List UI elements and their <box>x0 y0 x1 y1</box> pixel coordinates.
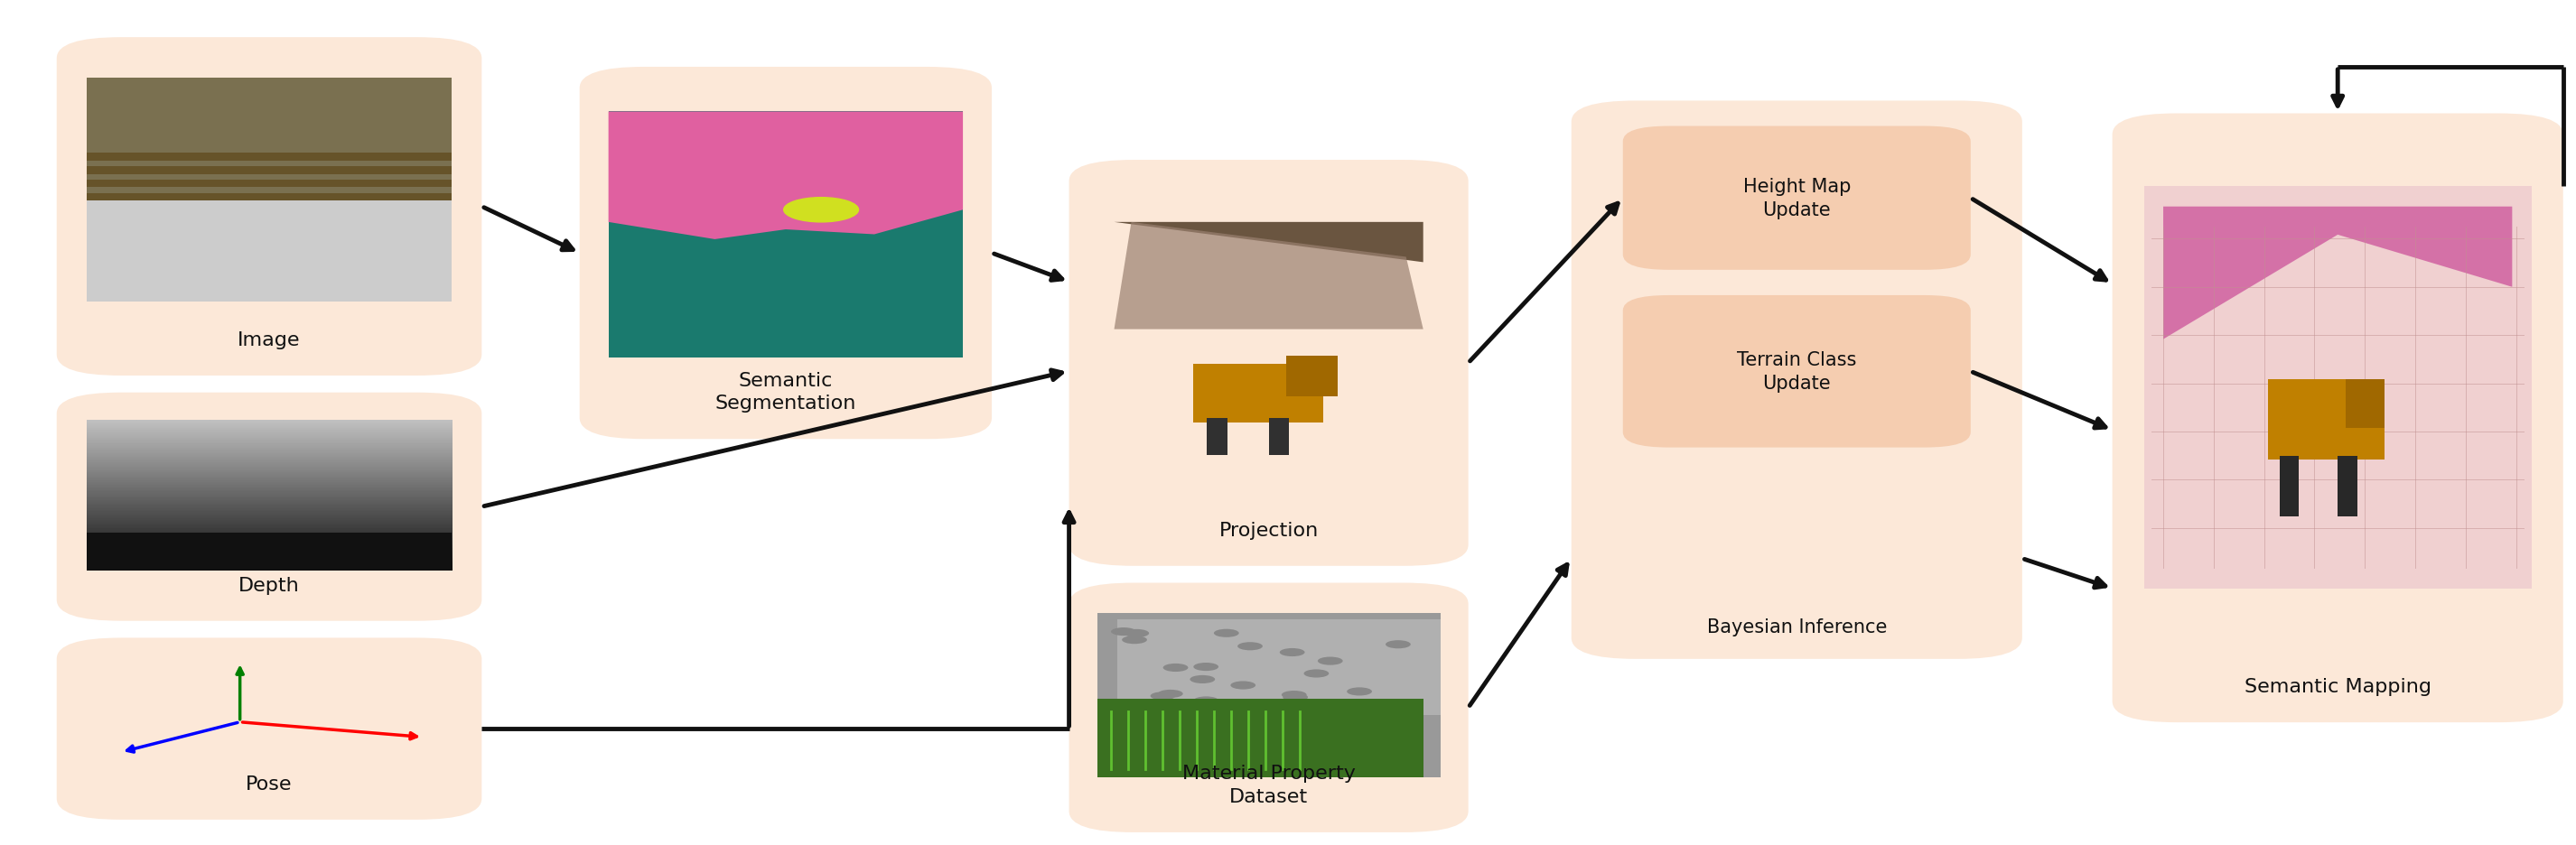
Circle shape <box>1347 688 1373 695</box>
Bar <box>1208 418 1229 455</box>
Bar <box>2280 456 2298 516</box>
Bar <box>88 166 451 175</box>
Text: Image: Image <box>237 331 301 349</box>
Bar <box>1118 619 1440 715</box>
FancyBboxPatch shape <box>1623 127 1971 270</box>
Circle shape <box>1278 701 1303 709</box>
Bar <box>2143 187 2532 589</box>
Circle shape <box>1236 642 1262 651</box>
Bar <box>88 79 451 302</box>
Bar <box>2339 456 2357 516</box>
Polygon shape <box>1115 222 1422 263</box>
Text: Bayesian Inference: Bayesian Inference <box>1708 618 1886 635</box>
Circle shape <box>1193 696 1218 705</box>
Circle shape <box>1193 662 1218 671</box>
Circle shape <box>1123 636 1146 644</box>
Text: Terrain Class
Update: Terrain Class Update <box>1736 351 1857 393</box>
Circle shape <box>1386 641 1412 649</box>
Circle shape <box>1123 630 1149 638</box>
Text: Projection: Projection <box>1218 521 1319 539</box>
FancyBboxPatch shape <box>57 38 482 376</box>
Bar <box>88 153 451 161</box>
Bar <box>88 194 451 201</box>
Bar <box>2267 379 2385 461</box>
Circle shape <box>1157 690 1182 698</box>
Circle shape <box>1151 692 1175 701</box>
Text: Material Property
Dataset: Material Property Dataset <box>1182 764 1355 805</box>
Circle shape <box>1280 691 1306 699</box>
Circle shape <box>1110 628 1136 636</box>
Bar <box>1097 699 1422 777</box>
Text: Depth: Depth <box>240 576 299 594</box>
Bar <box>88 180 451 188</box>
Polygon shape <box>1115 222 1422 330</box>
Circle shape <box>1319 657 1342 665</box>
Bar <box>1285 357 1337 396</box>
FancyBboxPatch shape <box>1069 161 1468 566</box>
Circle shape <box>1280 648 1306 657</box>
Bar <box>88 201 451 302</box>
Circle shape <box>783 198 858 222</box>
Text: Height Map
Update: Height Map Update <box>1744 177 1850 220</box>
Circle shape <box>1190 675 1216 684</box>
Polygon shape <box>2164 207 2512 340</box>
Circle shape <box>1303 669 1329 678</box>
Bar <box>1097 613 1440 777</box>
Bar <box>1267 418 1288 455</box>
FancyBboxPatch shape <box>57 638 482 820</box>
FancyBboxPatch shape <box>57 393 482 621</box>
FancyBboxPatch shape <box>1069 583 1468 832</box>
Bar <box>608 112 963 357</box>
Text: Semantic
Segmentation: Semantic Segmentation <box>716 371 855 412</box>
Text: Pose: Pose <box>245 775 294 793</box>
FancyBboxPatch shape <box>580 68 992 439</box>
Bar <box>88 533 451 571</box>
Polygon shape <box>608 112 963 240</box>
FancyBboxPatch shape <box>1623 296 1971 448</box>
Circle shape <box>1283 693 1309 701</box>
Bar <box>2347 379 2385 428</box>
FancyBboxPatch shape <box>1571 101 2022 659</box>
Text: Semantic Mapping: Semantic Mapping <box>2244 678 2432 695</box>
Circle shape <box>1213 630 1239 637</box>
Bar <box>1193 364 1324 423</box>
Circle shape <box>1231 681 1255 690</box>
Circle shape <box>1162 663 1188 672</box>
FancyBboxPatch shape <box>2112 114 2563 722</box>
